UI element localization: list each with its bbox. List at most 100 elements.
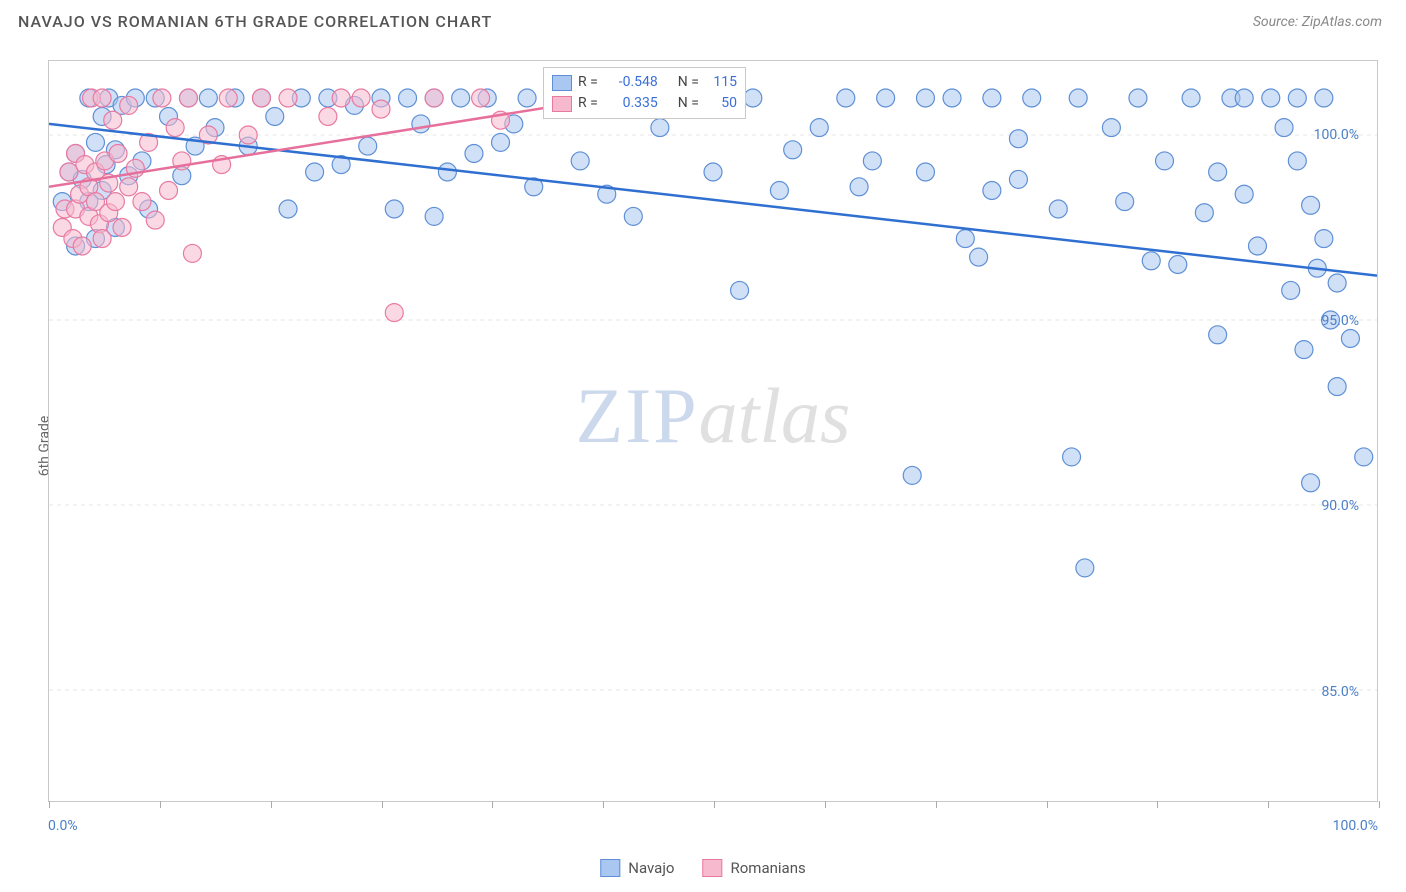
romanians-point bbox=[252, 89, 270, 107]
navajo-point bbox=[1063, 448, 1081, 466]
romanians-point bbox=[319, 108, 337, 126]
navajo-point bbox=[1009, 130, 1027, 148]
navajo-point bbox=[1235, 185, 1253, 203]
navajo-point bbox=[1195, 204, 1213, 222]
romanians-point bbox=[372, 100, 390, 118]
legend-label: Romanians bbox=[730, 859, 805, 877]
romanians-point bbox=[93, 89, 111, 107]
navajo-point bbox=[1262, 89, 1280, 107]
navajo-point bbox=[1302, 474, 1320, 492]
navajo-point bbox=[1129, 89, 1147, 107]
navajo-point bbox=[571, 152, 589, 170]
navajo-point bbox=[1142, 252, 1160, 270]
navajo-point bbox=[916, 163, 934, 181]
romanians-point bbox=[279, 89, 297, 107]
x-tick bbox=[1379, 801, 1380, 808]
romanians-point bbox=[352, 89, 370, 107]
navajo-point bbox=[1156, 152, 1174, 170]
navajo-point bbox=[837, 89, 855, 107]
r-label: R = bbox=[578, 93, 598, 114]
navajo-point bbox=[770, 182, 788, 200]
x-tick bbox=[825, 801, 826, 808]
navajo-point bbox=[1116, 193, 1134, 211]
romanians-point bbox=[113, 219, 131, 237]
navajo-point bbox=[983, 89, 1001, 107]
x-tick bbox=[160, 801, 161, 808]
navajo-point bbox=[1328, 274, 1346, 292]
header: NAVAJO VS ROMANIAN 6TH GRADE CORRELATION… bbox=[0, 0, 1406, 39]
legend-swatch bbox=[702, 859, 722, 877]
x-tick bbox=[714, 801, 715, 808]
y-tick-label: 90.0% bbox=[1321, 498, 1359, 514]
romanians-point bbox=[160, 182, 178, 200]
navajo-point bbox=[266, 108, 284, 126]
stats-box: R = -0.548 N = 115R = 0.335 N = 50 bbox=[543, 67, 746, 119]
navajo-point bbox=[731, 281, 749, 299]
n-value: 50 bbox=[705, 93, 737, 114]
romanians-point bbox=[133, 193, 151, 211]
navajo-point bbox=[1023, 89, 1041, 107]
legend-swatch bbox=[600, 859, 620, 877]
navajo-point bbox=[492, 133, 510, 151]
navajo-point bbox=[452, 89, 470, 107]
navajo-point bbox=[916, 89, 934, 107]
navajo-point bbox=[438, 163, 456, 181]
navajo-point bbox=[784, 141, 802, 159]
romanians-point bbox=[109, 145, 127, 163]
source-label: Source: ZipAtlas.com bbox=[1253, 14, 1382, 30]
navajo-point bbox=[412, 115, 430, 133]
x-tick bbox=[1047, 801, 1048, 808]
navajo-point bbox=[1315, 89, 1333, 107]
romanians-point bbox=[472, 89, 490, 107]
x-tick bbox=[936, 801, 937, 808]
x-tick bbox=[492, 801, 493, 808]
navajo-point bbox=[983, 182, 1001, 200]
navajo-point bbox=[359, 137, 377, 155]
romanians-point bbox=[120, 96, 138, 114]
x-tick-label: 100.0% bbox=[1333, 818, 1378, 834]
romanians-point bbox=[385, 304, 403, 322]
r-label: R = bbox=[578, 72, 598, 93]
navajo-point bbox=[903, 466, 921, 484]
navajo-point bbox=[425, 207, 443, 225]
stats-row: R = 0.335 N = 50 bbox=[552, 93, 737, 114]
r-value: 0.335 bbox=[604, 93, 658, 114]
navajo-point bbox=[465, 145, 483, 163]
navajo-point bbox=[1275, 119, 1293, 137]
x-tick bbox=[603, 801, 604, 808]
navajo-point bbox=[1328, 378, 1346, 396]
legend-label: Navajo bbox=[628, 859, 674, 877]
navajo-point bbox=[1102, 119, 1120, 137]
navajo-point bbox=[1009, 170, 1027, 188]
navajo-point bbox=[399, 89, 417, 107]
legend-item: Navajo bbox=[600, 859, 674, 878]
navajo-point bbox=[943, 89, 961, 107]
romanians-point bbox=[166, 119, 184, 137]
navajo-point bbox=[744, 89, 762, 107]
romanians-point bbox=[73, 237, 91, 255]
navajo-point bbox=[518, 89, 536, 107]
navajo-point bbox=[850, 178, 868, 196]
navajo-point bbox=[279, 200, 297, 218]
romanians-point bbox=[179, 89, 197, 107]
navajo-point bbox=[385, 200, 403, 218]
x-tick bbox=[1268, 801, 1269, 808]
romanians-point bbox=[153, 89, 171, 107]
y-tick-label: 85.0% bbox=[1321, 684, 1359, 700]
series-swatch bbox=[552, 75, 572, 91]
romanians-point bbox=[425, 89, 443, 107]
romanians-point bbox=[239, 126, 257, 144]
n-value: 115 bbox=[705, 72, 737, 93]
navajo-point bbox=[651, 119, 669, 137]
chart-title: NAVAJO VS ROMANIAN 6TH GRADE CORRELATION… bbox=[18, 12, 492, 31]
romanians-point bbox=[183, 244, 201, 262]
navajo-point bbox=[1288, 152, 1306, 170]
n-label: N = bbox=[678, 93, 699, 114]
navajo-point bbox=[1315, 230, 1333, 248]
romanians-point bbox=[146, 211, 164, 229]
navajo-point bbox=[199, 89, 217, 107]
series-legend: Navajo Romanians bbox=[600, 859, 805, 878]
r-value: -0.548 bbox=[604, 72, 658, 93]
romanians-point bbox=[104, 111, 122, 129]
navajo-point bbox=[810, 119, 828, 137]
